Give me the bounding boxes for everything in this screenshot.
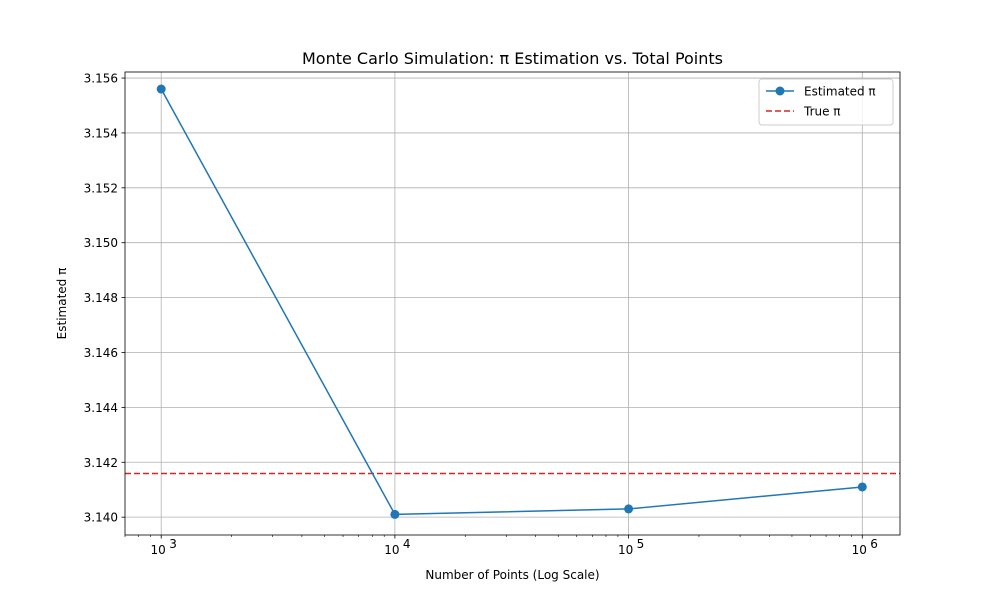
legend-marker-estimated [775, 86, 785, 96]
y-tick-label: 3.148 [84, 291, 118, 305]
x-tick-label: 10 [618, 543, 633, 557]
legend: Estimated π True π [758, 78, 894, 126]
chart-title: Monte Carlo Simulation: π Estimation vs.… [302, 49, 723, 68]
y-tick-label: 3.156 [84, 72, 118, 86]
x-axis-ticks: 10 3 10 4 10 5 10 6 [124, 535, 878, 557]
y-tick-label: 3.142 [84, 456, 118, 470]
y-axis-label: Estimated π [55, 268, 69, 340]
series-layer [156, 84, 867, 519]
y-axis-ticks: 3.140 3.142 3.144 3.146 3.148 3.150 3.152 3.154… [84, 72, 125, 525]
grid [125, 72, 900, 535]
y-tick-label: 3.154 [84, 126, 118, 140]
x-tick-label: 10 [852, 543, 867, 557]
data-point [156, 84, 166, 94]
y-tick-label: 3.144 [84, 401, 118, 415]
x-tick-label-exponent: 3 [169, 537, 177, 551]
x-tick-label-exponent: 4 [403, 537, 411, 551]
y-tick-label: 3.146 [84, 346, 118, 360]
data-point [857, 482, 867, 492]
x-tick-label-exponent: 6 [870, 537, 878, 551]
data-point [624, 504, 634, 514]
x-tick-label: 10 [384, 543, 399, 557]
x-axis-label: Number of Points (Log Scale) [425, 568, 599, 582]
x-tick-label-exponent: 5 [637, 537, 645, 551]
x-tick-label: 10 [151, 543, 166, 557]
y-tick-label: 3.140 [84, 511, 118, 525]
y-tick-label: 3.150 [84, 236, 118, 250]
series-line-estimated [160, 88, 863, 516]
data-point [390, 509, 400, 519]
y-tick-label: 3.152 [84, 181, 118, 195]
legend-label-true-pi: True π [803, 105, 841, 119]
plot-area-frame [124, 71, 901, 536]
legend-label-estimated: Estimated π [804, 85, 876, 99]
